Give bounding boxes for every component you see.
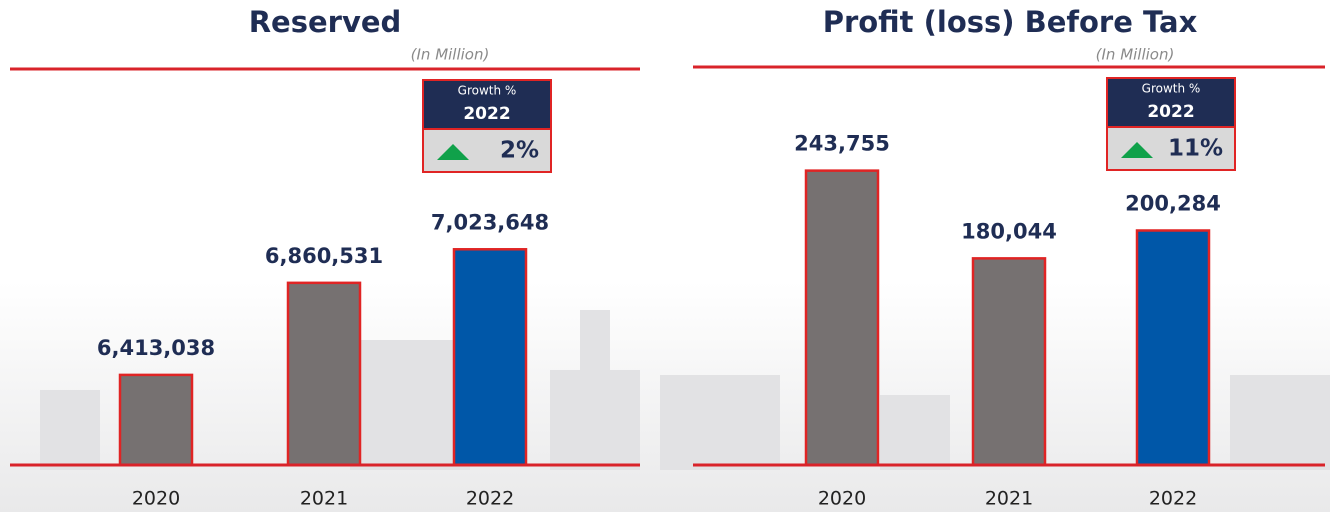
- bar: [452, 248, 528, 467]
- chart-subtitle: (In Million): [1096, 46, 1175, 64]
- bar: [1135, 229, 1211, 467]
- bar: [286, 281, 362, 467]
- growth-title: Growth %: [1142, 82, 1201, 96]
- city-silhouette: [40, 310, 1330, 470]
- value-label: 243,755: [794, 132, 890, 156]
- growth-body: [1106, 126, 1236, 171]
- chart-subtitle: (In Million): [411, 46, 490, 64]
- growth-body: [422, 128, 552, 173]
- growth-header: [1106, 77, 1236, 128]
- growth-year: 2022: [1147, 102, 1194, 122]
- growth-arrow: [1121, 142, 1153, 158]
- growth-title: Growth %: [458, 84, 517, 98]
- bar: [118, 373, 194, 467]
- growth-arrow: [437, 144, 469, 160]
- growth-year: 2022: [463, 104, 510, 124]
- bar: [804, 169, 880, 467]
- bar: [971, 257, 1047, 467]
- value-label: 180,044: [961, 219, 1057, 243]
- x-tick-label: 2020: [818, 488, 866, 510]
- chart-title: Reserved: [249, 5, 402, 39]
- chart-title: Profit (loss) Before Tax: [823, 5, 1198, 39]
- value-label: 6,860,531: [265, 244, 383, 268]
- value-label: 6,413,038: [97, 336, 215, 360]
- x-tick-label: 2022: [1149, 488, 1197, 510]
- growth-value: 2%: [500, 138, 539, 164]
- x-tick-label: 2020: [132, 488, 180, 510]
- value-label: 200,284: [1125, 191, 1221, 215]
- value-label: 7,023,648: [431, 210, 549, 234]
- x-tick-label: 2021: [300, 488, 348, 510]
- growth-value: 11%: [1168, 136, 1223, 162]
- x-tick-label: 2021: [985, 488, 1033, 510]
- x-tick-label: 2022: [466, 488, 514, 510]
